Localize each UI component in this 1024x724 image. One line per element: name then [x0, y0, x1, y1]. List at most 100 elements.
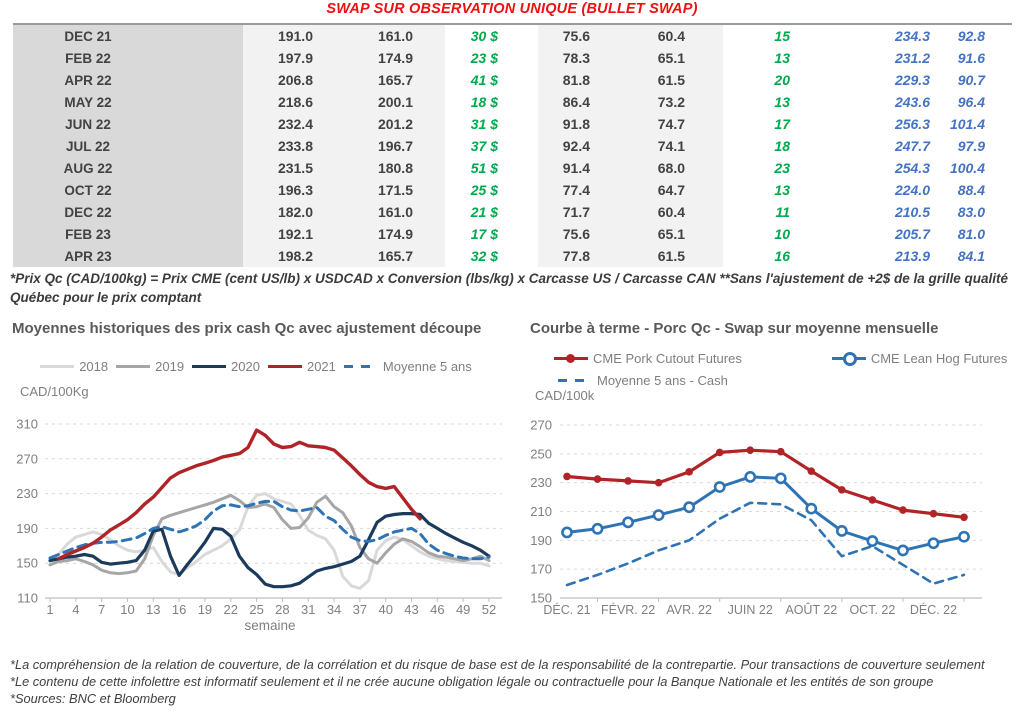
- value-cell: 18: [774, 138, 790, 154]
- dot-marker-icon: [715, 448, 724, 457]
- y-tick-label: 230: [530, 475, 552, 490]
- value-cell: 23 $: [470, 50, 498, 66]
- dot-marker-icon: [929, 509, 938, 518]
- value-cell: 21 $: [470, 204, 498, 220]
- forward-curve-legend-row1: CME Pork Cutout Futures CME Lean Hog Futu…: [512, 351, 1024, 366]
- x-tick-label: 49: [456, 602, 470, 617]
- value-cell: 78.3: [538, 47, 630, 69]
- value-cell: 65.1: [630, 223, 723, 245]
- table-row: JUL 22 233.8 196.7 37 $ 92.4 74.1 18 247.7 97.9: [13, 135, 1012, 157]
- legend-label: 2021: [306, 359, 336, 374]
- legend-item: CME Lean Hog Futures: [831, 351, 1007, 366]
- x-tick-label: FÉVR. 22: [601, 602, 655, 617]
- value-cell: 13: [774, 50, 790, 66]
- value-cell: 41 $: [470, 72, 498, 88]
- circle-marker-icon: [561, 526, 573, 539]
- value-cell: 60.4: [630, 201, 723, 223]
- table-row: DEC 22 182.0 161.0 21 $ 71.7 60.4 11 210.5 83.0: [13, 201, 1012, 223]
- y-tick-label: 110: [17, 591, 38, 606]
- circle-marker-icon: [744, 471, 757, 483]
- value-cell: 13: [774, 182, 790, 198]
- value-cell: 234.3: [894, 28, 930, 44]
- x-tick-label: AVR. 22: [666, 603, 712, 617]
- dot-marker-icon: [685, 468, 693, 476]
- circle-marker-icon: [652, 509, 665, 522]
- value-cell: 197.9: [243, 47, 343, 69]
- series-moyenne-5-ans---cash: [565, 501, 966, 587]
- y-tick-label: 150: [16, 556, 38, 571]
- value-cell: 32 $: [470, 248, 498, 264]
- x-axis-label: semaine: [244, 618, 295, 633]
- value-cell: 17: [774, 116, 790, 132]
- value-cell: 198.2: [243, 245, 343, 267]
- y-tick-label: 270: [530, 418, 552, 433]
- legend-item: 2018: [40, 359, 108, 374]
- month-cell: FEB 23: [13, 223, 243, 245]
- dot-marker-icon: [566, 354, 575, 363]
- value-cell: 25 $: [470, 182, 498, 198]
- x-tick-label: 19: [198, 602, 212, 617]
- value-cell: 191.0: [243, 25, 343, 47]
- legend-item: 2021: [267, 359, 336, 374]
- dot-marker-icon: [960, 513, 968, 522]
- legend-label: CME Pork Cutout Futures: [593, 351, 742, 366]
- line-sample: [192, 365, 227, 368]
- disclaimer-footnotes: *La compréhension de la relation de couv…: [10, 656, 1020, 707]
- dot-marker-icon: [776, 447, 785, 456]
- dot-marker-icon: [624, 477, 632, 485]
- x-tick-label: 37: [353, 602, 367, 617]
- circle-marker-icon: [805, 502, 818, 515]
- x-tick-label: AOÛT 22: [785, 602, 837, 617]
- value-cell: 256.3: [894, 116, 930, 132]
- value-cell: 64.7: [630, 179, 723, 201]
- value-cell: 65.1: [630, 47, 723, 69]
- y-tick-label: 250: [530, 446, 552, 461]
- x-tick-label: 1: [46, 602, 53, 617]
- value-cell: 77.4: [538, 179, 630, 201]
- legend-item: Moyenne 5 ans - Cash: [558, 373, 728, 388]
- table-row: DEC 21 191.0 161.0 30 $ 75.6 60.4 15 234.3 92.8: [13, 25, 1012, 47]
- value-cell: 210.5: [894, 204, 930, 220]
- value-cell: 91.6: [957, 50, 985, 66]
- value-cell: 171.5: [343, 179, 445, 201]
- series-cme-lean-hog-futures: [565, 475, 966, 552]
- x-tick-label: JUIN 22: [728, 603, 773, 617]
- circle-marker-icon: [897, 544, 909, 557]
- series-2018: [48, 492, 491, 590]
- value-cell: 10: [774, 226, 790, 242]
- value-cell: 205.7: [894, 226, 930, 242]
- value-cell: 37 $: [470, 138, 498, 154]
- y-tick-label: 310: [16, 417, 38, 432]
- month-cell: JUN 22: [13, 113, 243, 135]
- value-cell: 84.1: [957, 248, 985, 264]
- value-cell: 75.6: [538, 25, 630, 47]
- value-cell: 18 $: [470, 94, 498, 110]
- circle-marker-icon: [866, 535, 879, 547]
- value-cell: 196.7: [343, 135, 445, 157]
- value-cell: 161.0: [343, 201, 445, 223]
- x-tick-label: 25: [249, 602, 263, 617]
- value-cell: 31 $: [470, 116, 498, 132]
- series-moyenne-5-ans: [48, 499, 491, 561]
- y-tick-label: 210: [530, 504, 552, 519]
- x-tick-label: 16: [172, 602, 186, 617]
- forward-curve-chart-title: Courbe à terme - Porc Qc - Swap sur moye…: [530, 320, 939, 337]
- line-sample: [831, 352, 866, 366]
- value-cell: 92.4: [538, 135, 630, 157]
- value-cell: 81.8: [538, 69, 630, 91]
- legend-label: Moyenne 5 ans - Cash: [597, 373, 728, 388]
- month-cell: OCT 22: [13, 179, 243, 201]
- value-cell: 100.4: [949, 160, 985, 176]
- legend-item: Moyenne 5 ans: [343, 359, 472, 374]
- x-tick-label: 31: [301, 602, 315, 617]
- legend-label: 2020: [231, 359, 260, 374]
- value-cell: 231.5: [243, 157, 343, 179]
- forward-curve-legend-row2: Moyenne 5 ans - Cash: [554, 373, 732, 388]
- x-tick-label: 43: [404, 602, 418, 617]
- table-row: APR 22 206.8 165.7 41 $ 81.8 61.5 20 229.3 90.7: [13, 69, 1012, 91]
- table-row: MAY 22 218.6 200.1 18 $ 86.4 73.2 13 243.6 96.4: [13, 91, 1012, 113]
- value-cell: 74.7: [630, 113, 723, 135]
- value-cell: 90.7: [957, 72, 985, 88]
- month-cell: DEC 22: [13, 201, 243, 223]
- value-cell: 20: [774, 72, 790, 88]
